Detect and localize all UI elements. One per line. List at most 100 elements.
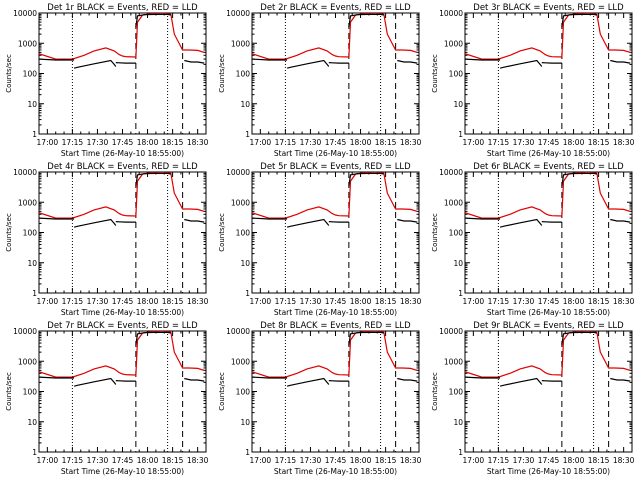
x-tick-label: 18:00 bbox=[137, 138, 159, 147]
x-tick-label: 18:00 bbox=[350, 456, 372, 465]
x-tick-label: 17:45 bbox=[112, 297, 134, 306]
panel-title: Det 6r BLACK = Events, RED = LLD bbox=[473, 162, 624, 172]
plot-frame bbox=[251, 171, 420, 294]
y-tick-label: 1000 bbox=[231, 39, 250, 48]
x-tick-label: 18:30 bbox=[187, 456, 209, 465]
series-line-lld bbox=[465, 331, 631, 378]
series-line-events bbox=[286, 218, 330, 228]
y-tick-label: 100 bbox=[449, 229, 464, 238]
y-tick-label: 1000 bbox=[18, 39, 37, 48]
series-group bbox=[252, 172, 418, 228]
x-axis-label: Start Time (26-May-10 18:55:00) bbox=[487, 308, 610, 317]
x-tick-label: 17:00 bbox=[250, 456, 272, 465]
y-tick-label: 1000 bbox=[231, 198, 250, 207]
y-tick-label: 100 bbox=[23, 70, 38, 79]
series-line-events bbox=[115, 221, 136, 223]
series-line-lld bbox=[465, 172, 631, 219]
panel-9: Det 9r BLACK = Events, RED = LLD Counts/s… bbox=[431, 321, 635, 476]
x-tick-label: 18:30 bbox=[400, 138, 422, 147]
series-line-events bbox=[135, 331, 172, 345]
x-tick-label: 18:00 bbox=[350, 138, 372, 147]
y-tick-label: 100 bbox=[449, 70, 464, 79]
series-line-events bbox=[252, 376, 288, 379]
x-tick-label: 17:15 bbox=[62, 456, 84, 465]
panel-title: Det 7r BLACK = Events, RED = LLD bbox=[47, 321, 198, 331]
series-group bbox=[39, 172, 205, 228]
series-line-events bbox=[499, 59, 543, 69]
y-tick-label: 10000 bbox=[13, 168, 37, 177]
x-tick-label: 17:45 bbox=[325, 297, 347, 306]
x-tick-label: 17:45 bbox=[538, 138, 560, 147]
series-line-events bbox=[397, 377, 418, 382]
y-tick-label: 100 bbox=[449, 388, 464, 397]
series-group bbox=[465, 331, 631, 387]
panel-5: Det 5r BLACK = Events, RED = LLD Counts/s… bbox=[218, 162, 422, 317]
y-tick-label: 1 bbox=[245, 289, 250, 298]
series-line-events bbox=[541, 62, 562, 64]
series-line-events bbox=[135, 172, 172, 186]
x-tick-label: 18:15 bbox=[588, 297, 610, 306]
x-tick-label: 17:15 bbox=[488, 456, 510, 465]
y-tick-label: 10000 bbox=[226, 9, 250, 18]
x-tick-label: 17:00 bbox=[37, 297, 59, 306]
x-axis-label: Start Time (26-May-10 18:55:00) bbox=[487, 149, 610, 158]
x-tick-label: 17:15 bbox=[275, 297, 297, 306]
series-line-lld bbox=[252, 172, 418, 219]
series-line-events bbox=[397, 59, 418, 64]
y-axis-label: Counts/sec bbox=[5, 372, 13, 411]
x-tick-label: 18:00 bbox=[563, 297, 585, 306]
series-line-events bbox=[184, 377, 205, 382]
series-line-events bbox=[610, 377, 631, 382]
x-tick-label: 17:30 bbox=[300, 297, 322, 306]
series-line-lld bbox=[465, 13, 631, 60]
x-tick-label: 17:30 bbox=[513, 138, 535, 147]
series-line-events bbox=[115, 380, 136, 382]
y-tick-label: 10000 bbox=[226, 168, 250, 177]
x-tick-label: 18:30 bbox=[613, 297, 635, 306]
series-line-events bbox=[184, 59, 205, 64]
x-tick-label: 18:00 bbox=[563, 456, 585, 465]
y-tick-label: 10 bbox=[27, 418, 37, 427]
series-line-events bbox=[39, 58, 75, 61]
x-tick-label: 18:00 bbox=[350, 297, 372, 306]
series-line-events bbox=[541, 221, 562, 223]
plot-frame bbox=[464, 12, 633, 135]
x-tick-label: 18:30 bbox=[400, 456, 422, 465]
y-tick-label: 10 bbox=[453, 100, 463, 109]
series-line-lld bbox=[252, 331, 418, 378]
y-tick-label: 1000 bbox=[18, 357, 37, 366]
series-line-events bbox=[348, 172, 385, 186]
y-tick-label: 10 bbox=[240, 259, 250, 268]
series-line-events bbox=[328, 221, 349, 223]
x-tick-label: 18:15 bbox=[588, 456, 610, 465]
x-tick-label: 17:00 bbox=[37, 138, 59, 147]
y-tick-label: 100 bbox=[23, 229, 38, 238]
series-line-events bbox=[610, 218, 631, 223]
series-line-events bbox=[115, 62, 136, 64]
x-tick-label: 17:30 bbox=[513, 456, 535, 465]
plot-frame bbox=[464, 330, 633, 453]
series-line-events bbox=[73, 218, 117, 228]
series-line-events bbox=[73, 59, 117, 69]
y-axis-label: Counts/sec bbox=[5, 213, 13, 252]
x-tick-label: 18:15 bbox=[162, 138, 184, 147]
panel-6: Det 6r BLACK = Events, RED = LLD Counts/s… bbox=[431, 162, 635, 317]
series-group bbox=[252, 13, 418, 69]
x-tick-label: 17:45 bbox=[325, 456, 347, 465]
y-axis-label: Counts/sec bbox=[431, 54, 439, 93]
x-axis-label: Start Time (26-May-10 18:55:00) bbox=[61, 467, 184, 476]
x-axis-label: Start Time (26-May-10 18:55:00) bbox=[61, 149, 184, 158]
plot-frame bbox=[38, 12, 207, 135]
panel-4: Det 4r BLACK = Events, RED = LLD Counts/s… bbox=[5, 162, 209, 317]
x-tick-label: 17:15 bbox=[488, 297, 510, 306]
x-tick-label: 17:45 bbox=[538, 456, 560, 465]
y-axis-label: Counts/sec bbox=[431, 372, 439, 411]
series-group bbox=[39, 331, 205, 387]
x-tick-label: 17:00 bbox=[463, 297, 485, 306]
y-tick-label: 100 bbox=[236, 229, 251, 238]
panel-title: Det 4r BLACK = Events, RED = LLD bbox=[47, 162, 198, 172]
x-tick-label: 17:30 bbox=[87, 297, 109, 306]
series-line-events bbox=[39, 376, 75, 379]
y-tick-label: 100 bbox=[236, 388, 251, 397]
y-tick-label: 10000 bbox=[13, 327, 37, 336]
